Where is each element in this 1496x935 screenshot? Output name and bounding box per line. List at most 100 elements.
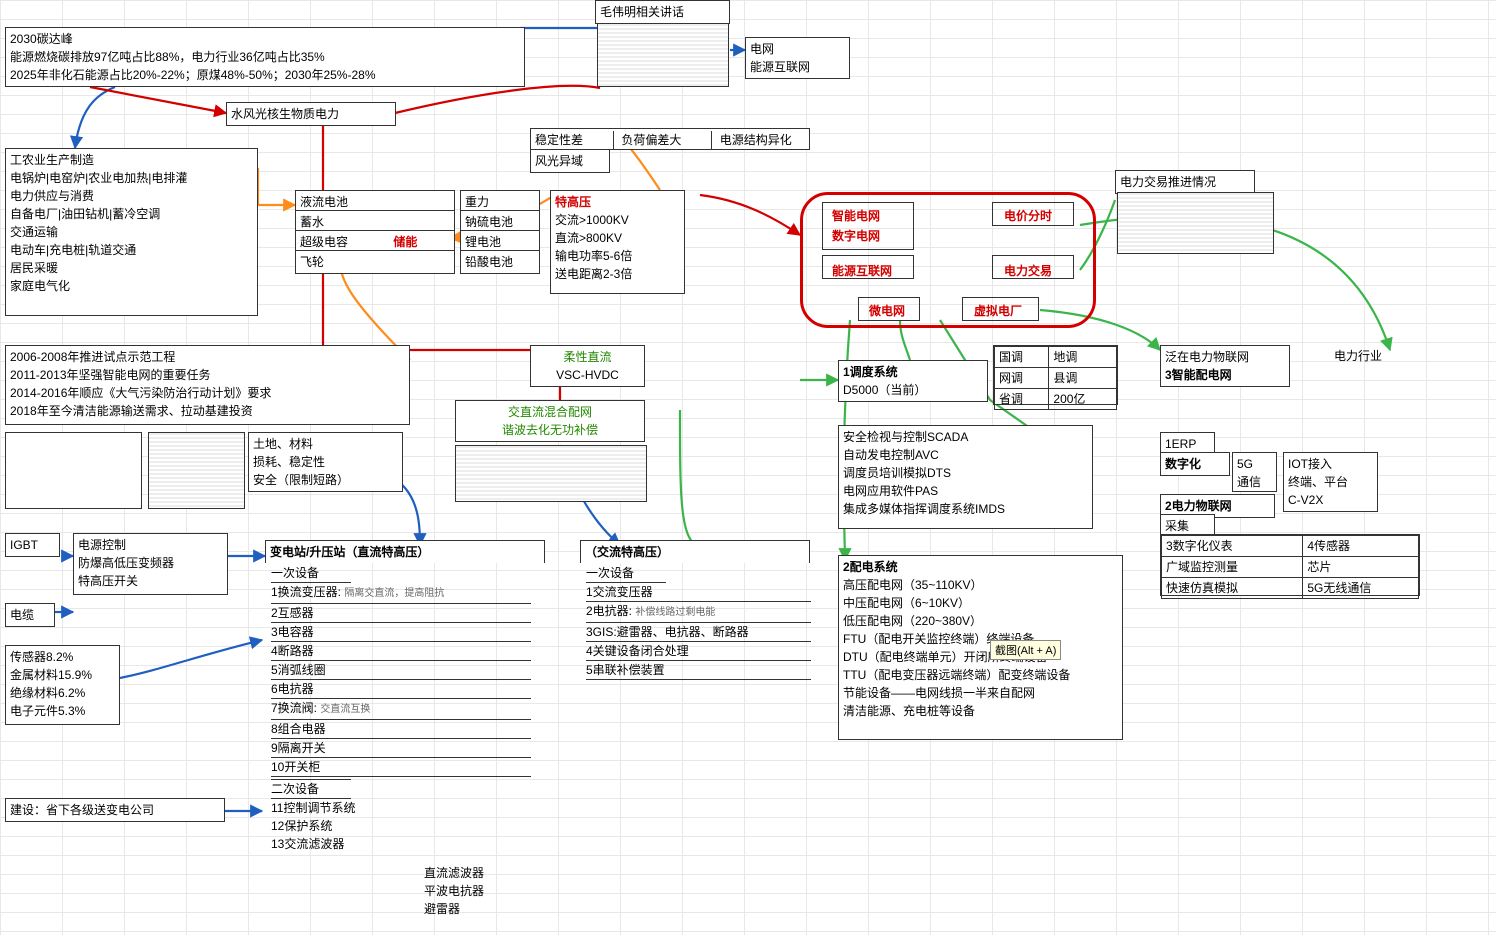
uhv-title: 特高压 — [555, 193, 680, 211]
rb-cell — [822, 202, 914, 250]
row: 5G — [1237, 455, 1272, 473]
row: 自备电厂|油田钻机|蓄冷空调 — [10, 205, 253, 223]
imb-2: 负荷偏差大 — [617, 131, 712, 149]
substation-item: 10开关柜 — [271, 758, 531, 777]
rb-cell — [858, 297, 920, 321]
talk-title: 毛伟明相关讲话 — [595, 0, 730, 24]
row: 2011-2013年坚强智能电网的重要任务 — [10, 366, 405, 384]
vsc-b: VSC-HVDC — [535, 366, 640, 384]
substation-item: 2互感器 — [271, 604, 531, 623]
dispatch-sub: D5000（当前） — [843, 381, 983, 399]
dispatch-title: 1调度系统 — [843, 363, 983, 381]
row: 交通运输 — [10, 223, 253, 241]
row: 直流滤波器 — [424, 864, 526, 882]
igbt-box: IGBT — [5, 533, 60, 557]
row: 交流>1000KV — [555, 211, 680, 229]
materials-box: 传感器8.2% 金属材料15.9% 绝缘材料6.2% 电子元件5.3% — [5, 645, 120, 725]
vsc-mix-box: 交直流混合配网 谐波去化无功补偿 — [455, 400, 645, 442]
substation-sec-item: 11控制调节系统 — [271, 799, 411, 817]
row: 一次设备 — [586, 564, 666, 583]
trading-thumb — [1117, 192, 1274, 254]
vsc-thumb — [455, 445, 647, 502]
acuhv-item: 1交流变压器 — [586, 583, 811, 602]
d2-box: IOT接入 终端、平台 C-V2X — [1283, 452, 1378, 512]
row: 送电距离2-3倍 — [555, 265, 680, 283]
row: 泛在电力物联网 — [1165, 348, 1285, 366]
rb-cell — [992, 202, 1074, 226]
row: 电子元件5.3% — [10, 702, 115, 720]
row: 平波电抗器 — [424, 882, 526, 900]
row: 电动车|充电桩|轨道交通 — [10, 241, 253, 259]
acuhv-item: 5串联补偿装置 — [586, 661, 811, 680]
acuhv-body: 一次设备 1交流变压器2电抗器: 补偿线路过剩电能3GIS:避雷器、电抗器、断路… — [582, 562, 817, 682]
net-box: 泛在电力物联网 3智能配电网 — [1160, 345, 1290, 387]
rb-cell — [822, 255, 914, 279]
row: 传感器8.2% — [10, 648, 115, 666]
vsc-c: 交直流混合配网 — [460, 403, 640, 421]
row: 一次设备 — [271, 564, 351, 583]
row: 终端、平台 — [1288, 473, 1373, 491]
distribution-box: 2配电系统 高压配电网（35~110KV） 中压配电网（6~10KV） 低压配电… — [838, 555, 1123, 740]
carbon-peak-2: 能源燃烧碳排放97亿吨占比88%，电力行业36亿吨占比35% — [10, 48, 520, 66]
substation-item: 3电容器 — [271, 623, 531, 642]
row: IOT接入 — [1288, 455, 1373, 473]
trading-title: 电力交易推进情况 — [1115, 170, 1255, 194]
substation-item: 9隔离开关 — [271, 739, 531, 758]
row: 安全检视与控制SCADA — [843, 428, 1088, 446]
vsc-d: 谐波去化无功补偿 — [460, 421, 640, 439]
screenshot-tooltip: 截图(Alt + A) — [990, 640, 1061, 660]
map-thumb-2 — [148, 432, 245, 509]
row: 电网应用软件PAS — [843, 482, 1088, 500]
uhv-box: 特高压 交流>1000KV 直流>800KV 输电功率5-6倍 送电距离2-3倍 — [550, 190, 685, 294]
row: 调度员培训模拟DTS — [843, 464, 1088, 482]
row: 自动发电控制AVC — [843, 446, 1088, 464]
factors-box: 土地、材料 损耗、稳定性 安全（限制短路） — [248, 432, 403, 492]
acuhv-item: 2电抗器: 补偿线路过剩电能 — [586, 602, 811, 623]
acuhv-title: （交流特高压） — [580, 540, 810, 563]
policy-box: 2006-2008年推进试点示范工程 2011-2013年坚强智能电网的重要任务… — [5, 345, 410, 425]
substation-item: 7换流阀: 交直流互换 — [271, 699, 531, 720]
storage-label: 储能 — [393, 235, 417, 249]
row: 3智能配电网 — [1165, 366, 1285, 384]
rb-cell — [962, 297, 1039, 321]
dispatch-apps-box: 安全检视与控制SCADA 自动发电控制AVC 调度员培训模拟DTS 电网应用软件… — [838, 425, 1093, 529]
row: 飞轮 — [300, 255, 324, 269]
talk-thumb — [597, 23, 729, 87]
row: 通信 — [1237, 473, 1272, 491]
row: 铅酸电池 — [460, 250, 540, 274]
row: TTU（配电变压器远端终端）配变终端设备 — [843, 666, 1118, 684]
substation-body: 一次设备 1换流变压器: 隔离交直流，提高阻抗2互感器3电容器4断路器5消弧线圈… — [267, 562, 547, 855]
row: 电力供应与消费 — [10, 187, 253, 205]
row: 家庭电气化 — [10, 277, 253, 295]
row: 土地、材料 — [253, 435, 398, 453]
row: 居民采暖 — [10, 259, 253, 277]
substation-sec-item: 13交流滤波器 — [271, 835, 411, 853]
substation-item: 4断路器 — [271, 642, 531, 661]
imb-1: 稳定性差 — [535, 131, 614, 149]
row: 高压配电网（35~110KV） — [843, 576, 1118, 594]
imb-3: 电源结构异化 — [716, 131, 792, 149]
carbon-peak-1: 2030碳达峰 — [10, 30, 520, 48]
row: 液流电池 — [300, 193, 390, 211]
comp-box: 电源控制 防爆高低压变频器 特高压开关 — [73, 533, 228, 595]
sectors-box: 工农业生产制造 电锅炉|电窑炉|农业电加热|电排灌 电力供应与消费 自备电厂|油… — [5, 148, 258, 316]
dist-title: 2配电系统 — [843, 558, 1118, 576]
substation-title: 变电站/升压站（直流特高压） — [265, 540, 545, 563]
row: FTU（配电开关监控终端）终端设备 — [843, 630, 1118, 648]
row: 工农业生产制造 — [10, 151, 253, 169]
carbon-peak-box: 2030碳达峰 能源燃烧碳排放97亿吨占比88%，电力行业36亿吨占比35% 2… — [5, 27, 525, 87]
row: 低压配电网（220~380V） — [843, 612, 1118, 630]
renewable-box: 水风光核生物质电力 — [226, 102, 396, 126]
grid-net-2: 能源互联网 — [750, 58, 845, 76]
d1-box: 5G 通信 — [1232, 452, 1277, 492]
row: 2018年至今清洁能源输送需求、拉动基建投资 — [10, 402, 405, 420]
row: 直流>800KV — [555, 229, 680, 247]
row: 超级电容 — [300, 233, 390, 251]
row: 输电功率5-6倍 — [555, 247, 680, 265]
digital-box: 数字化 — [1160, 452, 1230, 476]
vsc-a: 柔性直流 — [535, 348, 640, 366]
rb-cell — [992, 255, 1074, 279]
imbalance-row: 稳定性差 负荷偏差大 电源结构异化 — [530, 128, 810, 150]
dispatch-title-box: 1调度系统 D5000（当前） — [838, 360, 988, 402]
row: 金属材料15.9% — [10, 666, 115, 684]
